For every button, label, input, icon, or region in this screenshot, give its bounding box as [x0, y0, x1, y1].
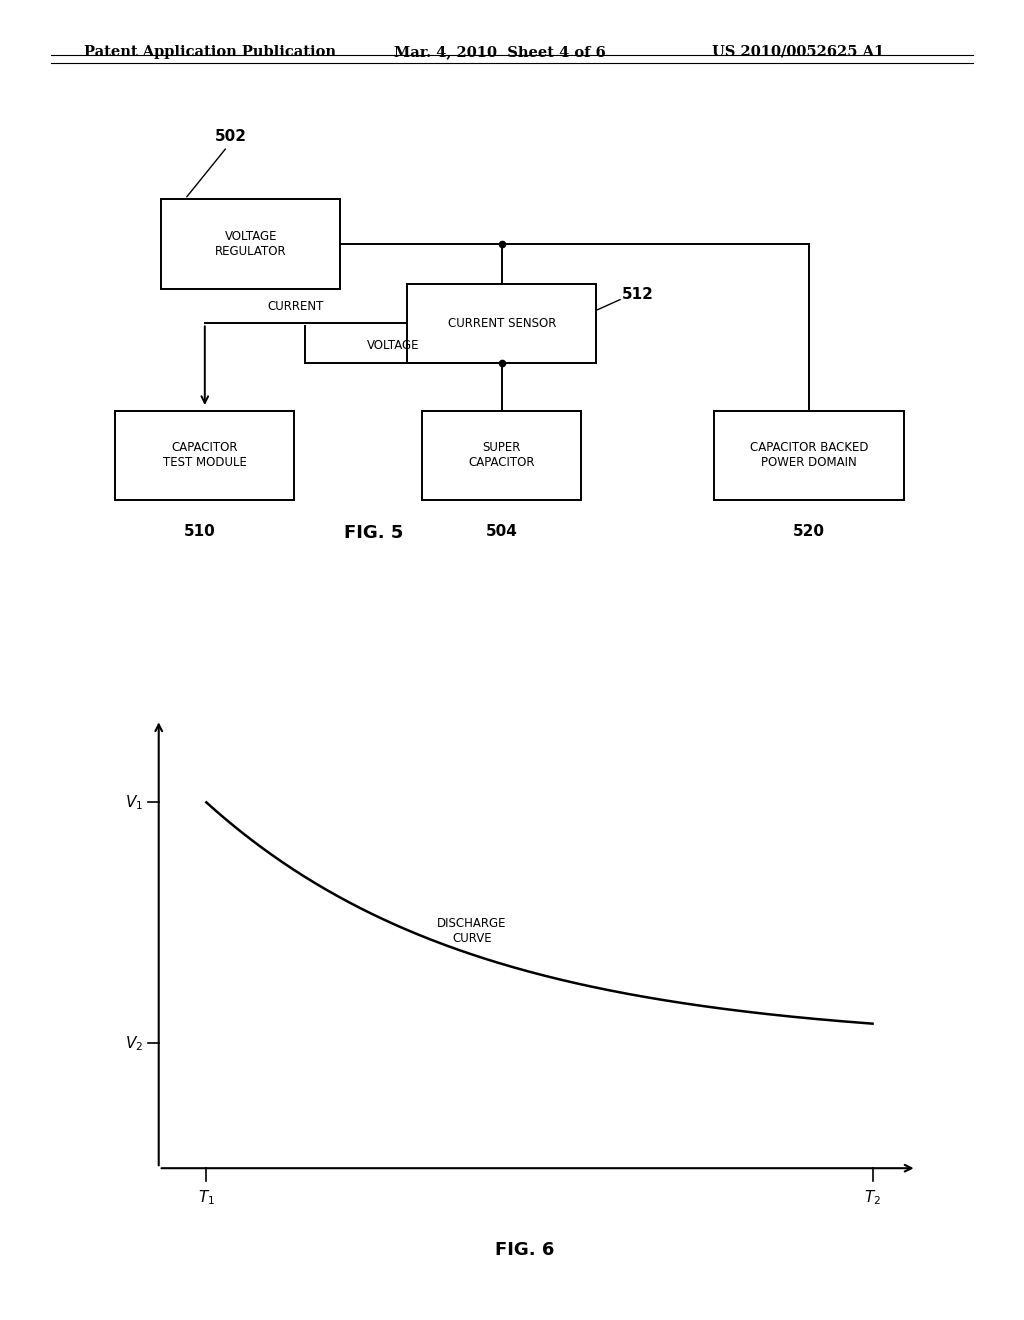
Text: Patent Application Publication: Patent Application Publication — [84, 45, 336, 59]
Text: VOLTAGE: VOLTAGE — [367, 339, 419, 352]
Text: CAPACITOR
TEST MODULE: CAPACITOR TEST MODULE — [163, 441, 247, 470]
Text: CURRENT: CURRENT — [267, 300, 324, 313]
Bar — [162, 199, 340, 289]
Text: CURRENT SENSOR: CURRENT SENSOR — [447, 317, 556, 330]
Text: Mar. 4, 2010  Sheet 4 of 6: Mar. 4, 2010 Sheet 4 of 6 — [394, 45, 606, 59]
Text: 510: 510 — [183, 524, 216, 539]
Text: $V_1$: $V_1$ — [125, 793, 143, 812]
Text: DISCHARGE
CURVE: DISCHARGE CURVE — [437, 917, 507, 945]
Text: VOLTAGE
REGULATOR: VOLTAGE REGULATOR — [215, 230, 287, 259]
Text: US 2010/0052625 A1: US 2010/0052625 A1 — [712, 45, 884, 59]
Text: 520: 520 — [793, 524, 825, 539]
Text: SUPER
CAPACITOR: SUPER CAPACITOR — [469, 441, 535, 470]
Text: $V_2$: $V_2$ — [125, 1034, 143, 1053]
Text: 504: 504 — [485, 524, 518, 539]
Text: CAPACITOR BACKED
POWER DOMAIN: CAPACITOR BACKED POWER DOMAIN — [750, 441, 868, 470]
Text: $T_2$: $T_2$ — [864, 1188, 881, 1206]
Text: 502: 502 — [215, 129, 247, 144]
Bar — [407, 284, 596, 363]
Text: $T_1$: $T_1$ — [198, 1188, 215, 1206]
Bar — [715, 411, 904, 500]
Text: FIG. 5: FIG. 5 — [344, 524, 403, 543]
Bar — [116, 411, 295, 500]
Text: 512: 512 — [623, 286, 654, 302]
Bar — [422, 411, 582, 500]
Text: FIG. 6: FIG. 6 — [496, 1241, 554, 1259]
